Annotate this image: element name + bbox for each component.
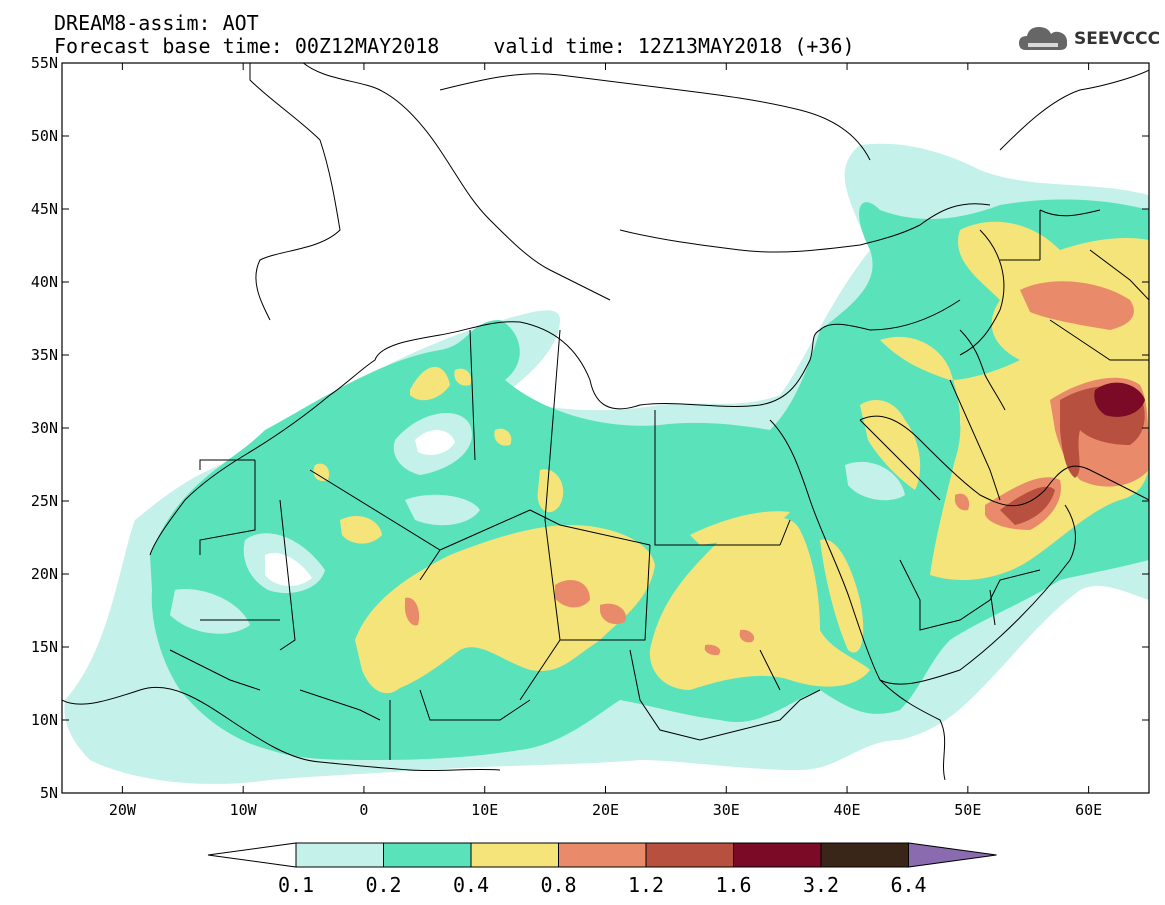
latitude-axis: 5N 10N 15N 20N 25N 30N 35N 40N 45N 50N 55N — [31, 54, 1149, 802]
lon-tick-label: 20E — [592, 801, 619, 819]
lat-tick-label: 10N — [31, 711, 58, 729]
cloud-logo-icon — [1019, 27, 1068, 50]
colorbar-box — [558, 842, 647, 868]
lon-tick-label: 0 — [359, 801, 368, 819]
lat-tick-label: 50N — [31, 127, 58, 145]
lon-tick-label: 60E — [1075, 801, 1102, 819]
lat-tick-label: 20N — [31, 565, 58, 583]
seevccc-logo: SEEVCCC — [1018, 22, 1160, 56]
lon-tick-label: 10E — [471, 801, 498, 819]
lon-tick-label: 20W — [109, 801, 137, 819]
lat-tick-label: 5N — [40, 784, 58, 802]
colorbar-level-label: 6.4 — [890, 873, 926, 897]
map-title: DREAM8-assim: AOT — [54, 11, 259, 35]
lon-tick-label: 10W — [230, 801, 258, 819]
forecast-base-time: Forecast base time: 00Z12MAY2018 — [54, 34, 440, 58]
colorbar-level-label: 0.8 — [540, 873, 576, 897]
colorbar-level-label: 3.2 — [803, 873, 839, 897]
colorbar-box — [470, 842, 559, 868]
colorbar-box — [820, 842, 909, 868]
lon-tick-label: 40E — [834, 801, 861, 819]
colorbar-under-triangle — [207, 842, 297, 868]
colorbar-box — [295, 842, 384, 868]
lat-tick-label: 15N — [31, 638, 58, 656]
colorbar-box — [645, 842, 734, 868]
valid-time: valid time: 12Z13MAY2018 (+36) — [493, 34, 855, 58]
aot-colorbar: 0.1 0.2 0.4 0.8 1.2 1.6 3.2 6.4 — [207, 842, 997, 897]
lat-tick-label: 30N — [31, 419, 58, 437]
longitude-axis: 20W 10W 0 10E 20E 30E 40E 50E 60E — [109, 63, 1102, 819]
lon-tick-label: 50E — [954, 801, 981, 819]
time-info: Forecast base time: 00Z12MAY2018 valid ti… — [54, 35, 855, 57]
aot-fields — [64, 143, 1149, 784]
lat-tick-label: 45N — [31, 200, 58, 218]
colorbar-level-label: 1.6 — [715, 873, 751, 897]
lat-tick-label: 40N — [31, 273, 58, 291]
colorbar-over-triangle — [908, 842, 997, 868]
colorbar-level-label: 0.1 — [278, 873, 314, 897]
coastlines-borders — [62, 63, 1149, 781]
colorbar-level-label: 0.2 — [365, 873, 401, 897]
lat-tick-label: 25N — [31, 492, 58, 510]
lon-tick-label: 30E — [713, 801, 740, 819]
logo-text: SEEVCCC — [1074, 29, 1161, 49]
colorbar-box — [383, 842, 472, 868]
colorbar-level-label: 1.2 — [628, 873, 664, 897]
lat-tick-label: 55N — [31, 54, 58, 72]
colorbar-level-label: 0.4 — [453, 873, 489, 897]
lat-tick-label: 35N — [31, 346, 58, 364]
colorbar-box — [733, 842, 822, 868]
